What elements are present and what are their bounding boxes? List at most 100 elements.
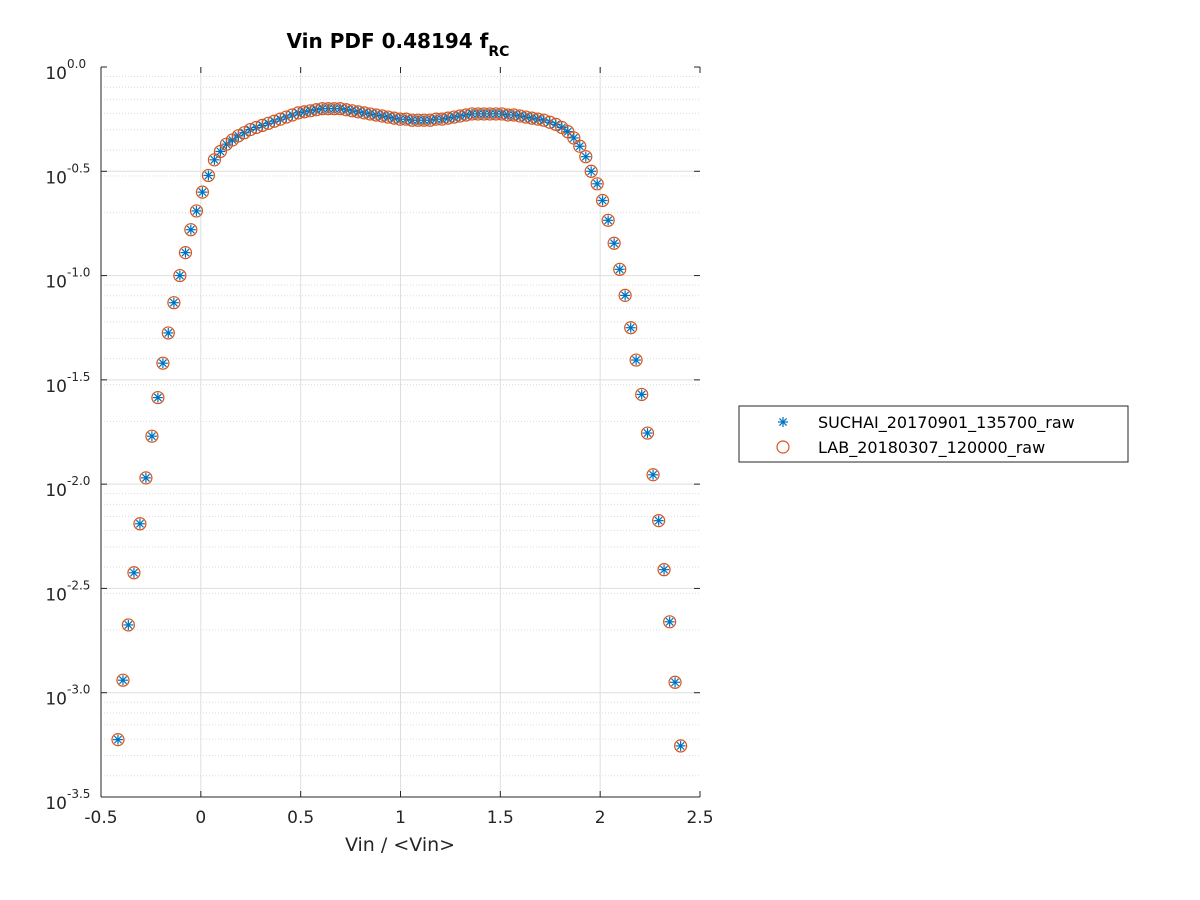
data-point-suchai [112, 734, 123, 745]
data-point-suchai [197, 187, 208, 198]
axes: 10 0.010 -0.510 -1.010 -1.510 -2.010 -2.510 -3.… [45, 57, 713, 828]
legend-label-suchai: SUCHAI_20170901_135700_raw [818, 413, 1075, 433]
data-point-lab [161, 326, 175, 340]
data-point-suchai [675, 740, 686, 751]
x-tick-label: 0.5 [287, 808, 314, 828]
y-tick-label: 10 [45, 64, 67, 84]
data-point-lab [145, 429, 159, 443]
data-point-suchai [157, 358, 168, 369]
y-tick-label: 10 [45, 377, 67, 397]
legend-box [738, 405, 1129, 463]
data-point-suchai [128, 567, 139, 578]
legend: SUCHAI_20170901_135700_raw LAB_20180307_… [738, 405, 1129, 463]
x-axis-label: Vin / <Vin> [345, 834, 455, 856]
data-point-suchai [562, 126, 573, 137]
y-tick-exponent: -3.5 [67, 787, 90, 801]
data-point-suchai [117, 675, 128, 686]
data-point-suchai [631, 355, 642, 366]
legend-label-lab: LAB_20180307_120000_raw [818, 438, 1045, 458]
data-point-suchai [636, 389, 647, 400]
data-point-lab [178, 246, 193, 260]
data-point-lab [116, 673, 130, 687]
data-point-lab [579, 150, 593, 164]
y-tick-label: 10 [45, 690, 67, 710]
data-point-suchai [597, 195, 608, 206]
x-tick-label: -0.5 [84, 808, 117, 828]
data-point-lab [613, 262, 627, 276]
data-point-suchai [140, 472, 151, 483]
data-point-lab [663, 615, 677, 629]
data-point-lab [139, 471, 153, 485]
data-point-suchai [653, 515, 664, 526]
data-point-suchai [215, 146, 226, 157]
data-point-suchai [146, 431, 157, 442]
y-tick-label: 10 [45, 794, 67, 814]
data-point-lab [640, 426, 655, 440]
data-point-lab [601, 213, 615, 227]
x-tick-label: 2 [595, 808, 606, 828]
legend-circle-icon [776, 440, 790, 454]
data-point-lab [156, 356, 170, 370]
x-tick-label: 1 [395, 808, 406, 828]
x-tick-label: 2.5 [686, 808, 713, 828]
data-point-suchai [180, 247, 191, 258]
data-point-lab [674, 739, 688, 753]
data-point-lab [133, 517, 147, 531]
data-point-lab [121, 618, 135, 632]
data-point-lab [151, 390, 165, 405]
y-tick-exponent: -1.0 [67, 266, 90, 280]
data-point-lab [167, 296, 181, 310]
y-tick-exponent: -3.0 [67, 683, 90, 697]
y-tick-exponent: -0.5 [67, 161, 90, 175]
data-point-suchai [191, 205, 202, 216]
data-point-suchai [574, 141, 585, 152]
legend-marker-suchai [778, 417, 788, 427]
data-point-lab [652, 514, 666, 528]
data-point-suchai [592, 178, 603, 189]
y-tick-exponent: -2.0 [67, 474, 90, 488]
data-point-lab [590, 177, 604, 191]
data-point-lab [668, 675, 682, 689]
data-point-suchai [152, 392, 163, 403]
data-point-suchai [586, 166, 597, 177]
y-tick-exponent: -2.5 [67, 578, 90, 592]
data-point-lab [195, 185, 210, 199]
data-point-lab [646, 468, 660, 482]
data-point-lab [127, 566, 141, 580]
y-tick-label: 10 [45, 273, 67, 293]
data-point-lab [607, 236, 621, 250]
data-point-suchai [625, 322, 636, 333]
legend-marker-lab [776, 440, 790, 454]
data-point-lab [657, 563, 671, 577]
chart-title: Vin PDF 0.48194 fRC [287, 29, 510, 60]
data-point-suchai [664, 616, 675, 627]
data-point-lab [573, 139, 587, 153]
data-point-suchai [203, 170, 214, 181]
data-point-suchai [568, 132, 579, 143]
y-tick-exponent: -1.5 [67, 370, 90, 384]
data-point-suchai [659, 564, 670, 575]
x-tick-label: 1.5 [487, 808, 514, 828]
data-point-suchai [614, 264, 625, 275]
y-tick-label: 10 [45, 585, 67, 605]
data-point-suchai [174, 270, 185, 281]
data-point-suchai [648, 469, 659, 480]
data-point-suchai [185, 224, 196, 235]
data-point-suchai [603, 215, 614, 226]
data-point-lab [618, 288, 632, 302]
data-point-lab [584, 164, 598, 178]
data-point-suchai [209, 154, 220, 165]
data-point-lab [624, 321, 638, 335]
y-tick-label: 10 [45, 168, 67, 188]
data-point-lab [595, 193, 610, 208]
data-point-suchai [609, 238, 620, 249]
data-point-suchai [134, 518, 145, 529]
data-point-suchai [168, 297, 179, 308]
x-tick-label: 0 [195, 808, 206, 828]
data-point-lab [635, 387, 649, 402]
data-point-suchai [221, 139, 232, 150]
data-point-lab [629, 353, 643, 367]
data-point-suchai [580, 151, 591, 162]
data-point-suchai [123, 619, 134, 630]
